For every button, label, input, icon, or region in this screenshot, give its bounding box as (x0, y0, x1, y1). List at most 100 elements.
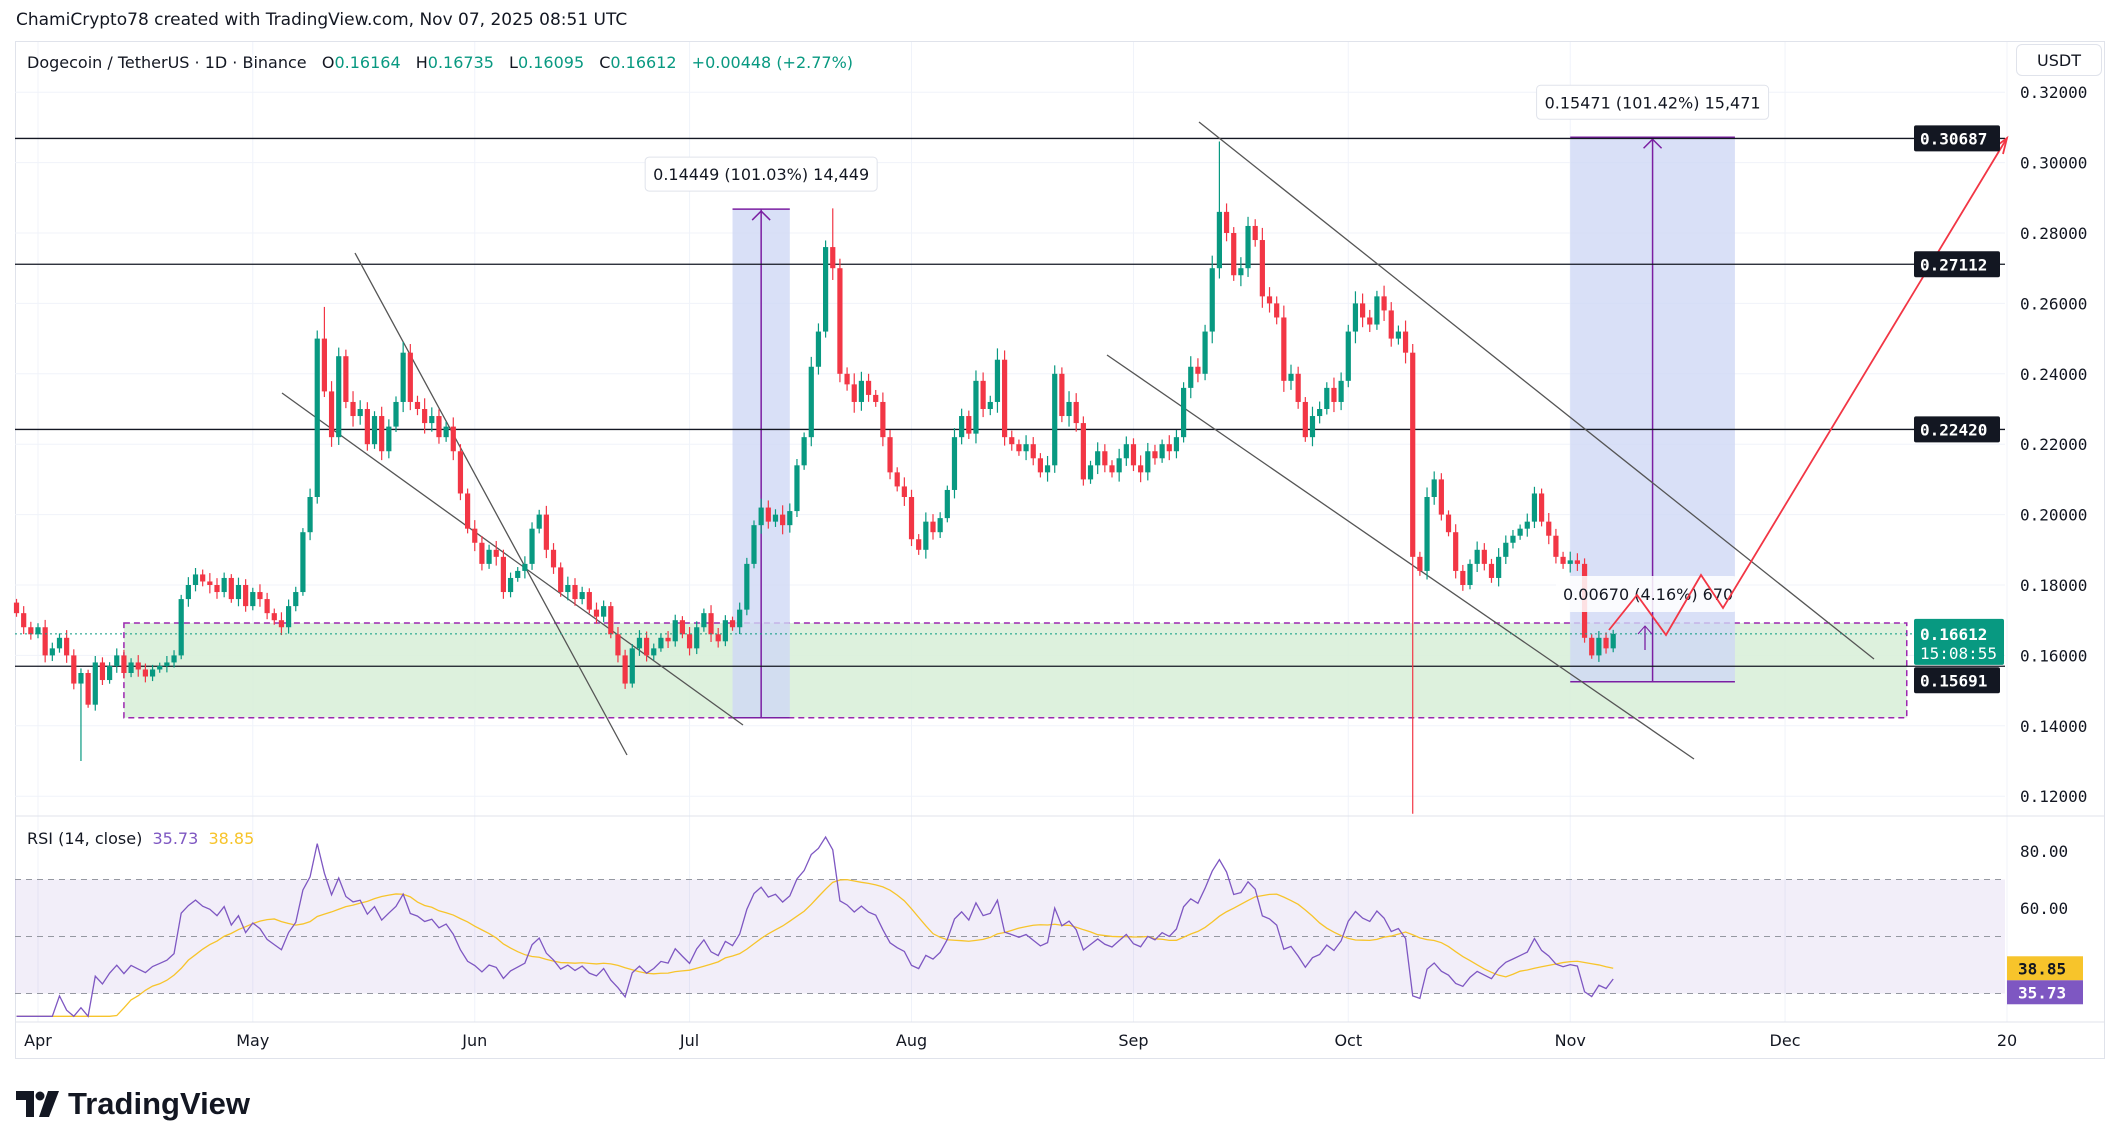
rsi-tick-label: 60.00 (2020, 899, 2068, 918)
candle-up (636, 637, 643, 649)
candle-down (1009, 437, 1015, 445)
candle-down (350, 401, 356, 417)
rsi-value: 35.73 (152, 829, 199, 848)
last-price-tag-bg (1914, 618, 2004, 665)
last-price-tag: 0.16612 (1920, 625, 1987, 644)
time-tick-label: Aug (896, 1031, 927, 1050)
candle-up (1524, 521, 1530, 529)
candle-up (393, 401, 399, 427)
candle-down (1603, 637, 1609, 649)
candle-down (99, 662, 106, 681)
candle-down (1195, 366, 1201, 374)
candle-up (192, 574, 199, 585)
candle-down (1410, 352, 1416, 557)
candle-up (507, 577, 514, 593)
candle-up (737, 609, 743, 628)
candle-down (780, 514, 786, 526)
price-tick-label: 0.26000 (2020, 294, 2087, 313)
candle-up (515, 570, 521, 578)
candle-up (314, 338, 320, 497)
open-value: 0.16164 (334, 53, 401, 72)
level-price-tag: 0.27112 (1920, 255, 1987, 274)
candle-up (1145, 451, 1151, 473)
candle-down (543, 514, 549, 550)
candle-up (973, 380, 979, 434)
rsi-tag-bg (2007, 980, 2083, 1005)
rsi-line (16, 835, 1614, 1018)
time-tick-label: Jul (679, 1031, 699, 1050)
time-tick-label: May (236, 1031, 269, 1050)
channel-lines (281, 121, 1875, 760)
candle-up (994, 359, 1001, 402)
logo-text: TradingView (68, 1086, 251, 1121)
horizontal-levels (15, 137, 2005, 667)
candle-down (85, 673, 91, 705)
candle-down (1016, 444, 1022, 452)
measure-label: 0.14449 (101.03%) 14,449 (653, 165, 869, 184)
candle-down (343, 356, 349, 402)
candle-down (1259, 240, 1265, 297)
candle-up (1610, 633, 1616, 649)
candle-up (171, 655, 177, 663)
trend-line (1106, 354, 1695, 760)
candle-up (1044, 465, 1051, 473)
candle-up (565, 585, 571, 593)
candle-down (271, 613, 277, 621)
candle-down (457, 451, 464, 494)
currency-button[interactable]: USDT (2016, 44, 2102, 76)
trend-line (354, 252, 628, 756)
candle-down (321, 338, 327, 392)
candle-down (930, 521, 936, 533)
candle-down (1073, 401, 1079, 424)
candles (13, 141, 1616, 814)
candle-down (679, 620, 685, 635)
candle-up (92, 662, 98, 705)
candle-up (386, 426, 392, 452)
candle-up (536, 514, 542, 529)
candle-down (908, 497, 915, 540)
level-price-tag: 0.30687 (1920, 129, 1987, 148)
candle-up (923, 521, 929, 550)
candle-down (1002, 359, 1008, 438)
candle-down (729, 620, 736, 628)
candle-down (42, 627, 48, 656)
candle-up (1531, 493, 1538, 522)
rsi-tick-label: 80.00 (2020, 842, 2068, 861)
candle-down (980, 380, 986, 409)
candle-up (307, 497, 313, 533)
candle-up (1431, 479, 1437, 497)
candle-up (522, 563, 528, 571)
level-price-tag-bg (1914, 667, 2000, 694)
candle-up (1395, 331, 1401, 339)
candle-down (765, 507, 771, 522)
candle-down (1252, 225, 1258, 241)
candle-up (1503, 542, 1509, 557)
candle-down (1367, 317, 1373, 325)
candle-up (758, 507, 764, 526)
candle-down (665, 637, 671, 642)
candle-down (1274, 303, 1280, 318)
candle-down (121, 655, 127, 673)
candle-down (379, 416, 385, 452)
candle-up (1510, 535, 1516, 543)
candle-up (1352, 303, 1359, 332)
candle-down (450, 426, 456, 452)
candle-down (472, 528, 478, 543)
candle-up (1202, 331, 1208, 374)
candle-down (257, 592, 263, 600)
price-tick-label: 0.24000 (2020, 365, 2087, 384)
arrow-head-icon (1643, 138, 1663, 149)
tradingview-logo[interactable]: TradingView (16, 1086, 250, 1122)
candle-up (221, 577, 227, 593)
candle-down (894, 472, 900, 487)
candle-down (1109, 465, 1115, 473)
arrow-head-icon (751, 210, 771, 221)
measure-label: 0.00670 (4.16%) 670 (1563, 585, 1733, 604)
candle-up (400, 352, 406, 402)
rsi-name: RSI (14, close) (27, 829, 143, 848)
candle-down (1331, 387, 1337, 402)
time-axis: Apr May Jun Jul Aug Sep Oct Nov Dec 20 (24, 1031, 2017, 1050)
candle-down (28, 627, 34, 635)
candle-up (1181, 387, 1187, 438)
